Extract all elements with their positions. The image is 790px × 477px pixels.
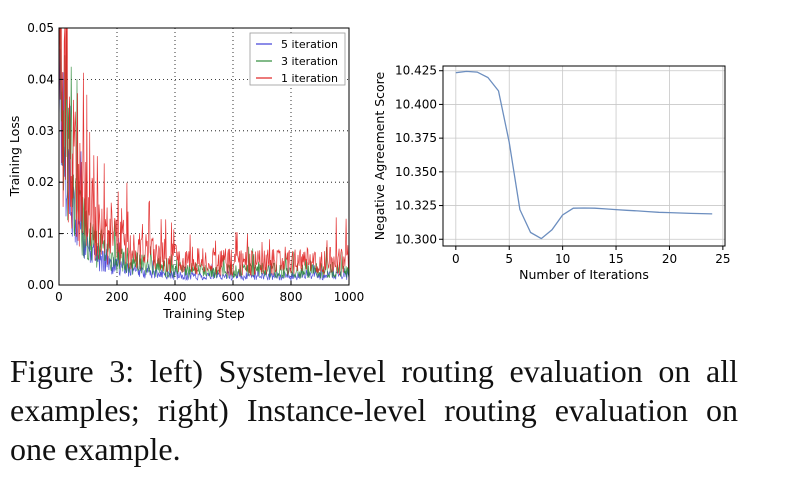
left-x-tick-label: 1000 bbox=[334, 290, 365, 304]
right-gridlines bbox=[443, 66, 725, 246]
right-y-tick-label: 10.400 bbox=[395, 97, 437, 111]
right-y-tick-label: 10.325 bbox=[395, 199, 437, 213]
left-y-axis-label: Training Loss bbox=[7, 116, 22, 198]
right-series-group bbox=[455, 70, 713, 240]
left-y-tick-label: 0.00 bbox=[27, 278, 54, 292]
left-x-tick-label: 800 bbox=[280, 290, 303, 304]
right-x-ticks: 0 5 10 15 20 25 bbox=[452, 246, 731, 266]
right-plot-frame bbox=[442, 65, 726, 247]
figure-canvas: 0 200 400 600 800 1000 0.000.010.020.030.040.… bbox=[7, 21, 731, 321]
legend-label-3-iteration: 3 iteration bbox=[281, 55, 338, 68]
left-series-group bbox=[59, 28, 349, 282]
right-y-tick-label: 10.350 bbox=[395, 165, 437, 179]
right-x-tick-label: 25 bbox=[715, 252, 730, 266]
right-x-tick-label: 15 bbox=[608, 252, 623, 266]
figure-caption: Figure 3: left) System-level routing eva… bbox=[10, 353, 738, 467]
right-y-tick-label: 10.425 bbox=[395, 64, 437, 78]
left-y-tick-label: 0.02 bbox=[27, 175, 54, 189]
left-y-tick-label: 0.03 bbox=[27, 124, 54, 138]
right-y-tick-label: 10.300 bbox=[395, 232, 437, 246]
agreement-score-chart: 0 5 10 15 20 25 10.300 10.325 10.350 10.375 10.40… bbox=[372, 64, 731, 282]
left-x-tick-label: 600 bbox=[222, 290, 245, 304]
right-x-tick-label: 20 bbox=[662, 252, 677, 266]
right-y-ticks: 10.300 10.325 10.350 10.375 10.400 10.425 bbox=[395, 64, 443, 246]
left-gridlines bbox=[59, 28, 349, 285]
left-x-tick-label: 200 bbox=[106, 290, 129, 304]
left-y-ticks: 0.00 0.01 0.02 0.03 0.04 0.05 bbox=[27, 21, 63, 292]
training-loss-chart: 0 200 400 600 800 1000 0.000.010.020.030.040.… bbox=[7, 21, 364, 321]
left-plot-frame bbox=[58, 27, 350, 286]
left-y-tick-label: 0.05 bbox=[27, 21, 54, 35]
right-series-line bbox=[455, 70, 713, 240]
right-x-tick-label: 5 bbox=[505, 252, 513, 266]
left-y-tick-label: 0.01 bbox=[27, 227, 54, 241]
left-x-tick-label: 0 bbox=[55, 290, 63, 304]
right-x-tick-label: 0 bbox=[452, 252, 460, 266]
left-y-tick-label: 0.04 bbox=[27, 72, 54, 86]
left-x-axis-label: Training Step bbox=[162, 306, 245, 321]
legend-box bbox=[249, 32, 346, 86]
right-y-tick-label: 10.375 bbox=[395, 131, 437, 145]
left-x-ticks: 0 200 400 600 800 1000 bbox=[55, 281, 364, 304]
left-series-line bbox=[59, 28, 349, 277]
legend-label-1-iteration: 1 iteration bbox=[281, 72, 338, 85]
left-legend: 5 iteration 3 iteration 1 iteration bbox=[249, 32, 346, 86]
right-x-axis-label: Number of Iterations bbox=[519, 267, 649, 282]
right-y-axis-label: Negative Agreement Score bbox=[372, 71, 387, 240]
legend-label-5-iteration: 5 iteration bbox=[281, 38, 338, 51]
right-x-tick-label: 10 bbox=[555, 252, 570, 266]
left-x-tick-label: 400 bbox=[164, 290, 187, 304]
